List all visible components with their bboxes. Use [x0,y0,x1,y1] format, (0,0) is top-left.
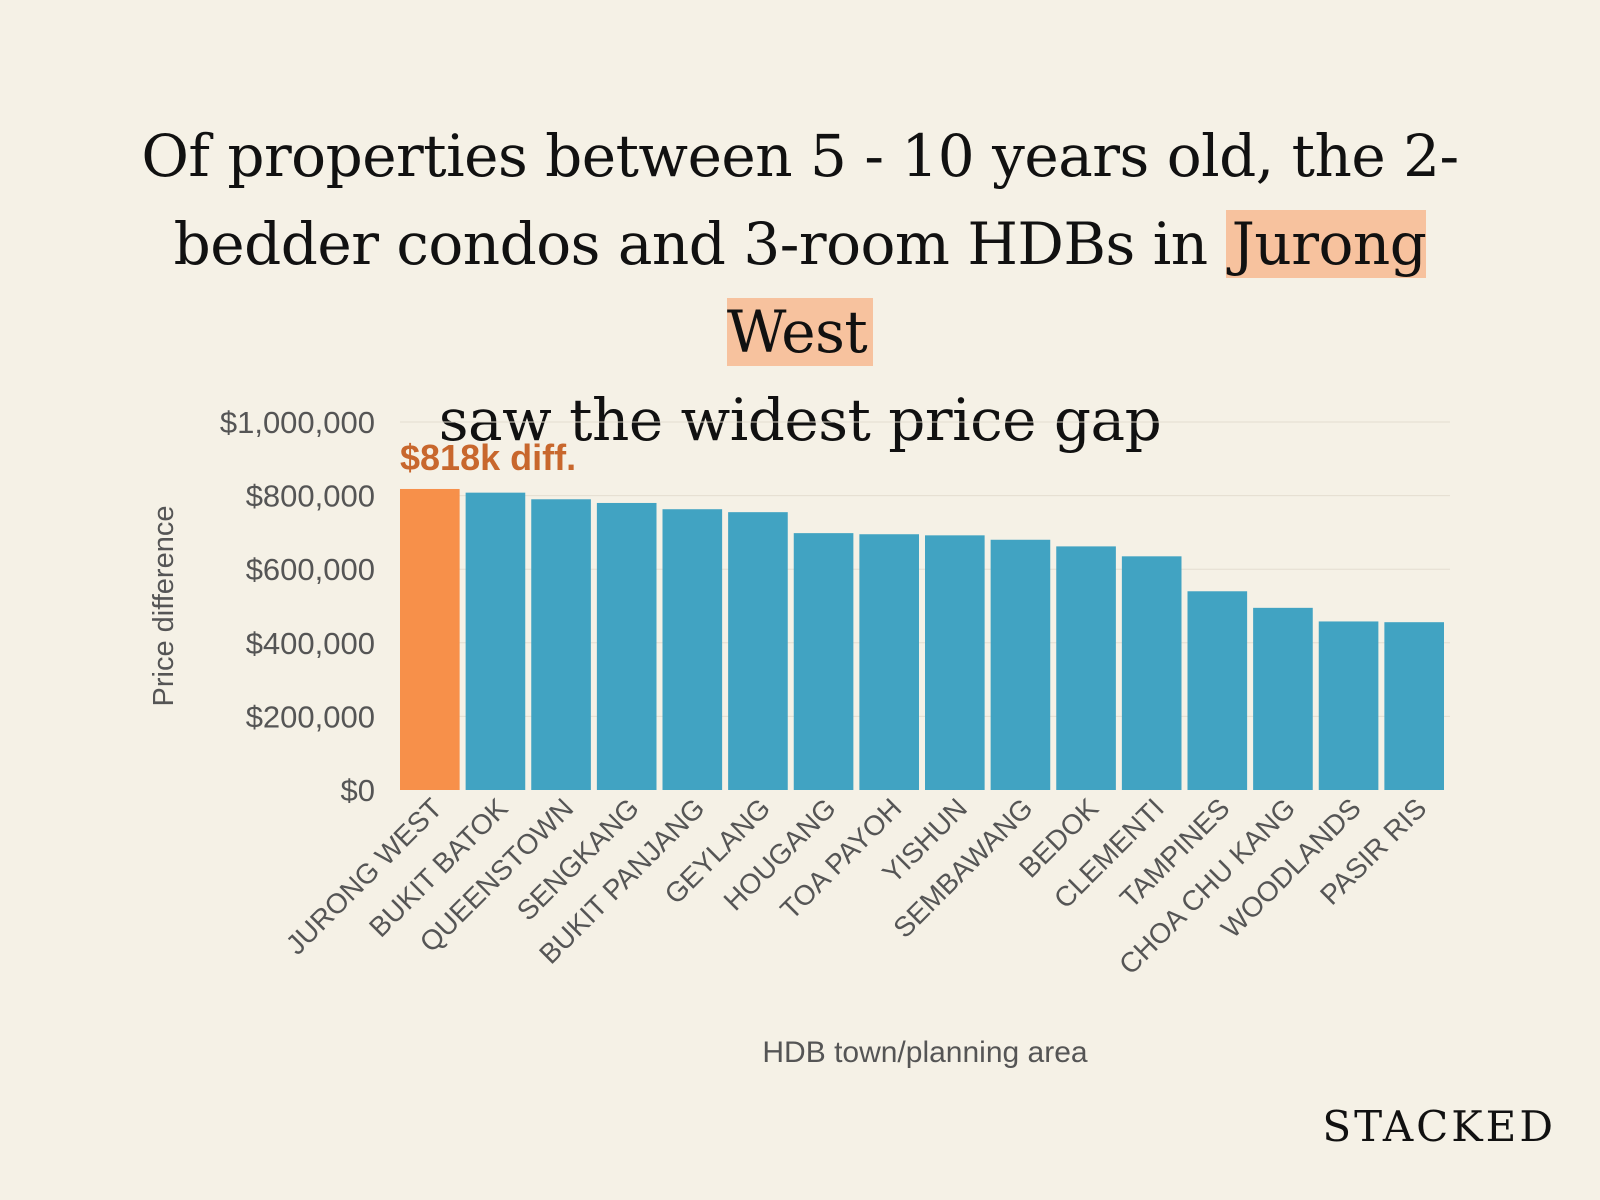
title-line-3: saw the widest price gap [438,386,1162,454]
y-tick-label: $600,000 [246,552,375,587]
bar [531,499,591,790]
bar [1253,607,1313,790]
bar [662,509,723,790]
bar [596,502,657,790]
y-tick-label: $0 [341,773,375,808]
y-tick-label: $400,000 [246,626,375,661]
brand-logo: STACKED [1322,1102,1556,1151]
y-tick-label: $200,000 [246,699,375,734]
bar [400,488,460,790]
y-axis-label: Price difference [148,506,180,707]
bar [1318,621,1379,790]
title-line-2: bedder condos and 3-room HDBs in Jurong … [100,200,1500,376]
y-tick-label: $800,000 [246,479,375,514]
bar [1121,556,1182,790]
bar [859,534,919,790]
bar [1056,546,1116,790]
y-tick-label: $1,000,000 [220,405,375,440]
title-line-1: Of properties between 5 - 10 years old, … [141,122,1459,190]
bar [793,533,854,790]
title-line-2-text: bedder condos and 3-room HDBs in [173,210,1209,278]
chart-title: Of properties between 5 - 10 years old, … [100,112,1500,464]
bar-annotation: $818k diff. [400,437,576,478]
bar [465,492,526,790]
bar [1187,591,1248,790]
bar [925,535,985,790]
x-axis-label: HDB town/planning area [762,1036,1088,1069]
bar [1384,622,1444,790]
bar [990,539,1051,790]
bar [728,512,788,790]
